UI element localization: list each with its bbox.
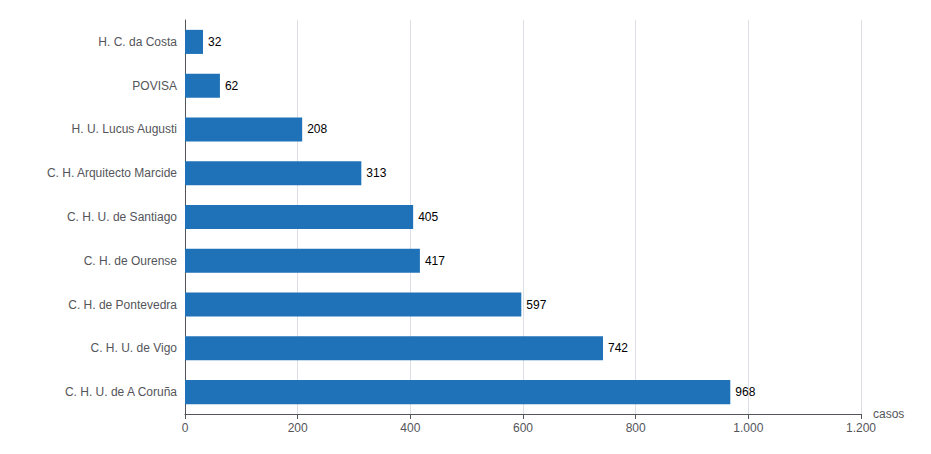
svg-text:H. U. Lucus Augusti: H. U. Lucus Augusti xyxy=(72,122,177,136)
svg-text:C. H. de Pontevedra: C. H. de Pontevedra xyxy=(68,298,177,312)
svg-text:597: 597 xyxy=(526,298,546,312)
svg-text:313: 313 xyxy=(366,166,386,180)
svg-text:405: 405 xyxy=(418,210,438,224)
svg-text:32: 32 xyxy=(208,35,222,49)
svg-text:200: 200 xyxy=(288,421,308,435)
svg-text:C. H. U. de A Coruña: C. H. U. de A Coruña xyxy=(65,385,177,399)
svg-text:H. C. da Costa: H. C. da Costa xyxy=(98,35,177,49)
svg-text:968: 968 xyxy=(735,385,755,399)
svg-text:C. H. Arquitecto Marcide: C. H. Arquitecto Marcide xyxy=(47,166,177,180)
svg-text:62: 62 xyxy=(225,79,239,93)
svg-text:400: 400 xyxy=(400,421,420,435)
svg-text:C. H. U. de Vigo: C. H. U. de Vigo xyxy=(91,341,178,355)
svg-text:C. H. de Ourense: C. H. de Ourense xyxy=(84,254,178,268)
svg-text:C. H. U. de Santiago: C. H. U. de Santiago xyxy=(67,210,177,224)
svg-text:208: 208 xyxy=(307,122,327,136)
svg-text:0: 0 xyxy=(182,421,189,435)
svg-text:417: 417 xyxy=(425,254,445,268)
svg-text:casos: casos xyxy=(873,407,904,421)
svg-text:800: 800 xyxy=(626,421,646,435)
svg-text:600: 600 xyxy=(513,421,533,435)
svg-text:1.200: 1.200 xyxy=(846,421,876,435)
svg-text:742: 742 xyxy=(608,341,628,355)
svg-text:1.000: 1.000 xyxy=(733,421,763,435)
svg-text:POVISA: POVISA xyxy=(132,79,177,93)
